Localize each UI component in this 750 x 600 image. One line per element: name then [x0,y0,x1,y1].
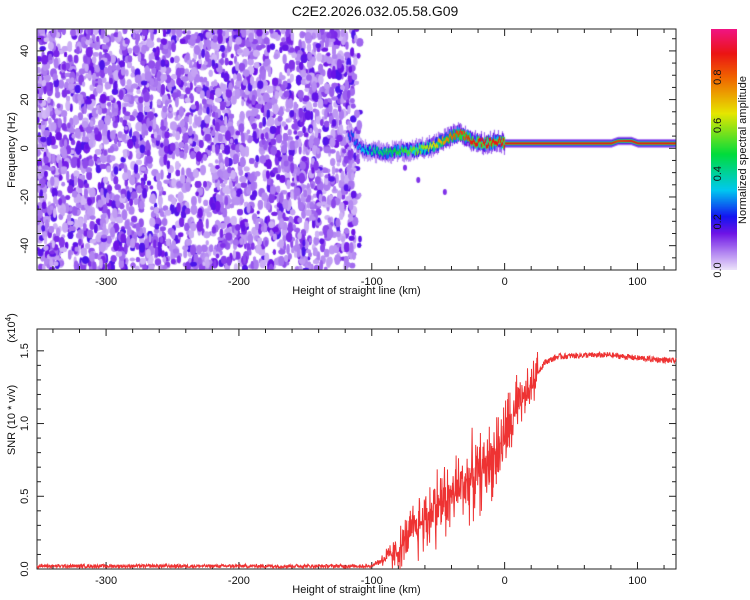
y-tick-label: 0.5 [19,489,31,504]
y-tick-label: 40 [19,45,31,57]
colorbar [711,29,737,270]
y-axis-label: SNR (10 * v/v) [6,385,18,455]
x-tick-label: -100 [361,575,383,587]
snr-line [36,350,677,570]
x-tick-label: -300 [95,575,117,587]
y-tick-label: -20 [19,189,31,205]
x-tick-label: 0 [502,276,508,288]
y-scale-paren: ) [6,313,18,317]
colorbar-tick-label: 0.8 [712,70,724,85]
x-tick-label: 100 [628,575,646,587]
plot-frame-1 [36,28,677,271]
y-tick-label: 0 [19,145,31,151]
x-tick-label: -200 [228,276,250,288]
x-tick-label: -300 [95,276,117,288]
y-scale-label: (x104) [4,313,18,343]
spectrogram-heatmap [37,29,676,270]
x-tick-label: -200 [228,575,250,587]
y-tick-label: 0.0 [19,561,31,576]
y-tick-label: 20 [19,93,31,105]
colorbar-tick-label: 0.2 [712,214,724,229]
x-axis-label: Height of straight line (km) [292,584,420,596]
figure-title: C2E2.2026.032.05.58.G09 [291,3,459,19]
x-tick-label: 100 [628,276,646,288]
colorbar-label: Normalized spectral amplitude [737,76,749,224]
x-tick-label: 0 [502,575,508,587]
colorbar-tick-label: 0.6 [712,118,724,133]
plot-frame-2 [36,328,677,570]
y-axis-label: Frequency (Hz) [6,112,18,188]
y-tick-label: 1.5 [19,343,31,358]
y-tick-label: 1.0 [19,416,31,431]
y-tick-label: -40 [19,238,31,254]
x-axis-label: Height of straight line (km) [292,285,420,297]
colorbar-tick-label: 0.4 [712,166,724,181]
colorbar-tick-label: 0.0 [712,262,724,277]
y-scale-exponent: 4 [4,316,13,321]
x-tick-label: -100 [361,276,383,288]
